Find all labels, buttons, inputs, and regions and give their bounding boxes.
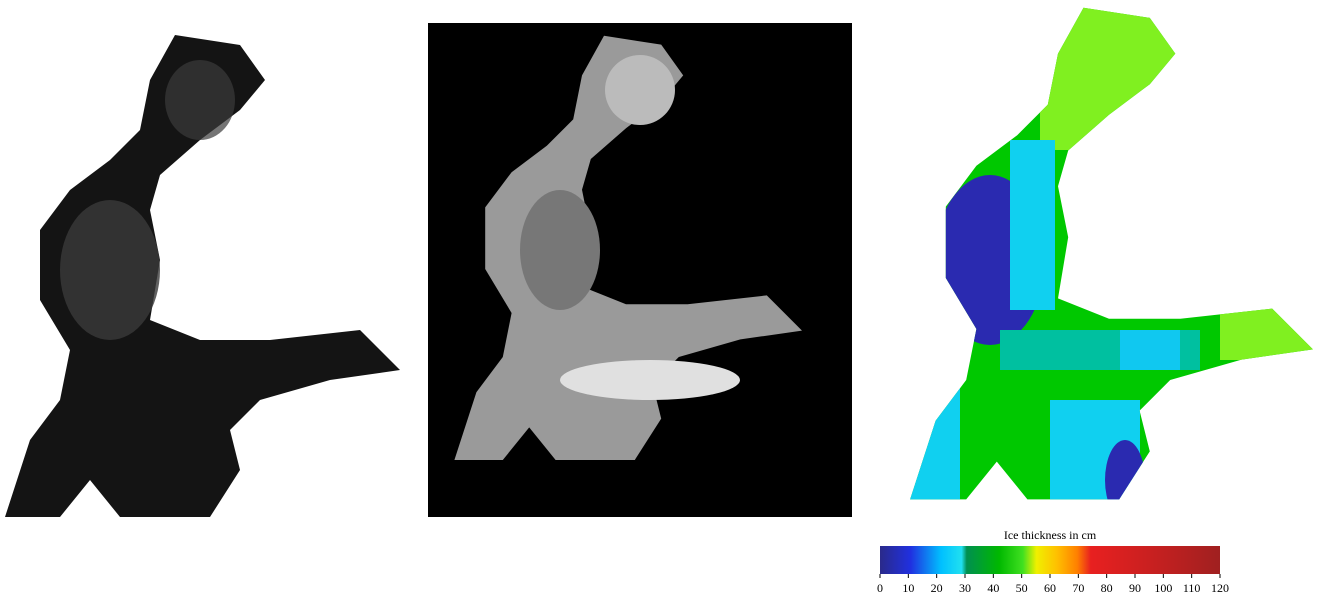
colorbar-tick-label: 50 <box>1016 581 1028 595</box>
colorbar-tick-label: 30 <box>959 581 971 595</box>
map-texture <box>60 200 160 340</box>
map-right <box>900 0 1320 520</box>
colorbar-label: Ice thickness in cm <box>1004 528 1097 542</box>
colorbar-tick-label: 70 <box>1072 581 1084 595</box>
colorbar-tick-label: 60 <box>1044 581 1056 595</box>
page: Ice thickness in cm 0 10 20 30 40 50 60 70 80 90 1… <box>0 0 1320 598</box>
colorbar-tick-label: 40 <box>987 581 999 595</box>
colorbar-tick-label: 80 <box>1101 581 1113 595</box>
colorbar-tick-label: 120 <box>1211 581 1229 595</box>
colorbar-tick-label: 10 <box>902 581 914 595</box>
figure: Ice thickness in cm 0 10 20 30 40 50 60 70 80 90 1… <box>0 0 1320 598</box>
ice-region <box>1105 440 1145 520</box>
colorbar-tick-label: 90 <box>1129 581 1141 595</box>
colorbar <box>880 546 1220 574</box>
map-texture <box>165 60 235 140</box>
colorbar-tick-label: 0 <box>877 581 883 595</box>
map-texture <box>520 190 600 310</box>
map-texture <box>605 55 675 125</box>
colorbar-tick-label: 110 <box>1183 581 1201 595</box>
ice-region <box>1040 0 1240 150</box>
ice-region <box>1220 300 1320 360</box>
colorbar-tick-label: 100 <box>1154 581 1172 595</box>
ice-region <box>1010 140 1055 310</box>
colorbar-tick-label: 20 <box>931 581 943 595</box>
map-texture <box>560 360 740 400</box>
ice-region <box>1120 330 1180 370</box>
ice-region <box>900 380 960 520</box>
